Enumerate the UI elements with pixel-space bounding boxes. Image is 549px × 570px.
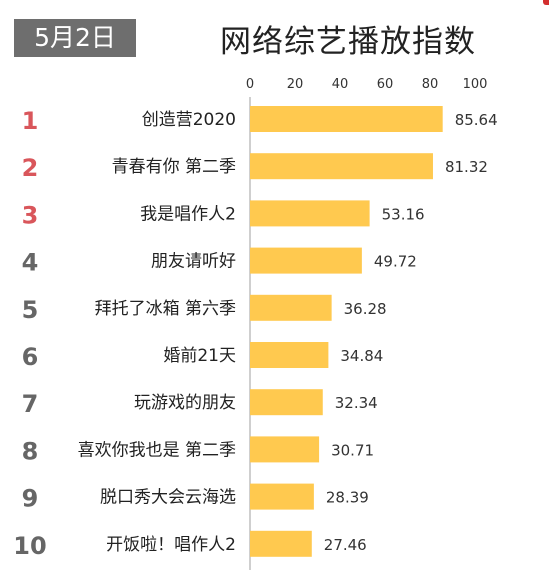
chart-title: 网络综艺播放指数 [220,24,476,60]
category-label: 脱口秀大会云海选 [100,488,236,508]
rank-number: 6 [22,343,39,371]
date-badge: 5月2日 [14,19,136,57]
value-label: 34.84 [340,347,383,365]
x-tick-label: 40 [332,77,349,92]
rank-number: 9 [22,485,39,513]
bar [250,389,323,416]
category-label: 拜托了冰箱 第六季 [95,299,236,319]
value-label: 53.16 [382,205,425,223]
bar [250,530,312,557]
category-label: 朋友请听好 [151,252,236,272]
rank-number: 1 [22,107,39,135]
red-corner-mark [543,0,549,5]
rank-number: 3 [22,201,39,229]
rank-number: 10 [13,532,46,560]
value-label: 30.71 [331,441,374,459]
x-tick-label: 0 [246,77,254,92]
value-label: 36.28 [344,300,387,318]
category-label: 创造营2020 [142,110,236,130]
x-tick-label: 80 [422,77,439,92]
value-label: 81.32 [445,158,488,176]
x-tick-label: 20 [287,77,304,92]
value-label: 27.46 [324,536,367,554]
rank-number: 7 [22,390,39,418]
x-tick-label: 100 [463,77,488,92]
value-label: 85.64 [455,111,498,129]
bar [250,436,320,463]
value-label: 32.34 [335,394,378,412]
value-label: 49.72 [374,253,417,271]
value-label: 28.39 [326,489,369,507]
category-label: 我是唱作人2 [140,204,236,224]
bar [250,483,314,510]
bar [250,106,443,132]
rank-number: 5 [22,296,39,324]
category-label: 开饭啦！唱作人2 [106,535,236,555]
x-tick-label: 60 [377,77,394,92]
bar [250,294,332,321]
bar [250,342,329,368]
category-label: 婚前21天 [163,346,236,366]
rank-number: 8 [22,437,39,465]
category-label: 玩游戏的朋友 [134,393,236,413]
bar [250,153,433,180]
bar [250,200,370,227]
bar [250,247,362,274]
category-label: 喜欢你我也是 第二季 [78,440,236,460]
rank-number: 2 [22,154,39,182]
category-label: 青春有你 第二季 [112,157,236,177]
rank-number: 4 [22,249,39,277]
